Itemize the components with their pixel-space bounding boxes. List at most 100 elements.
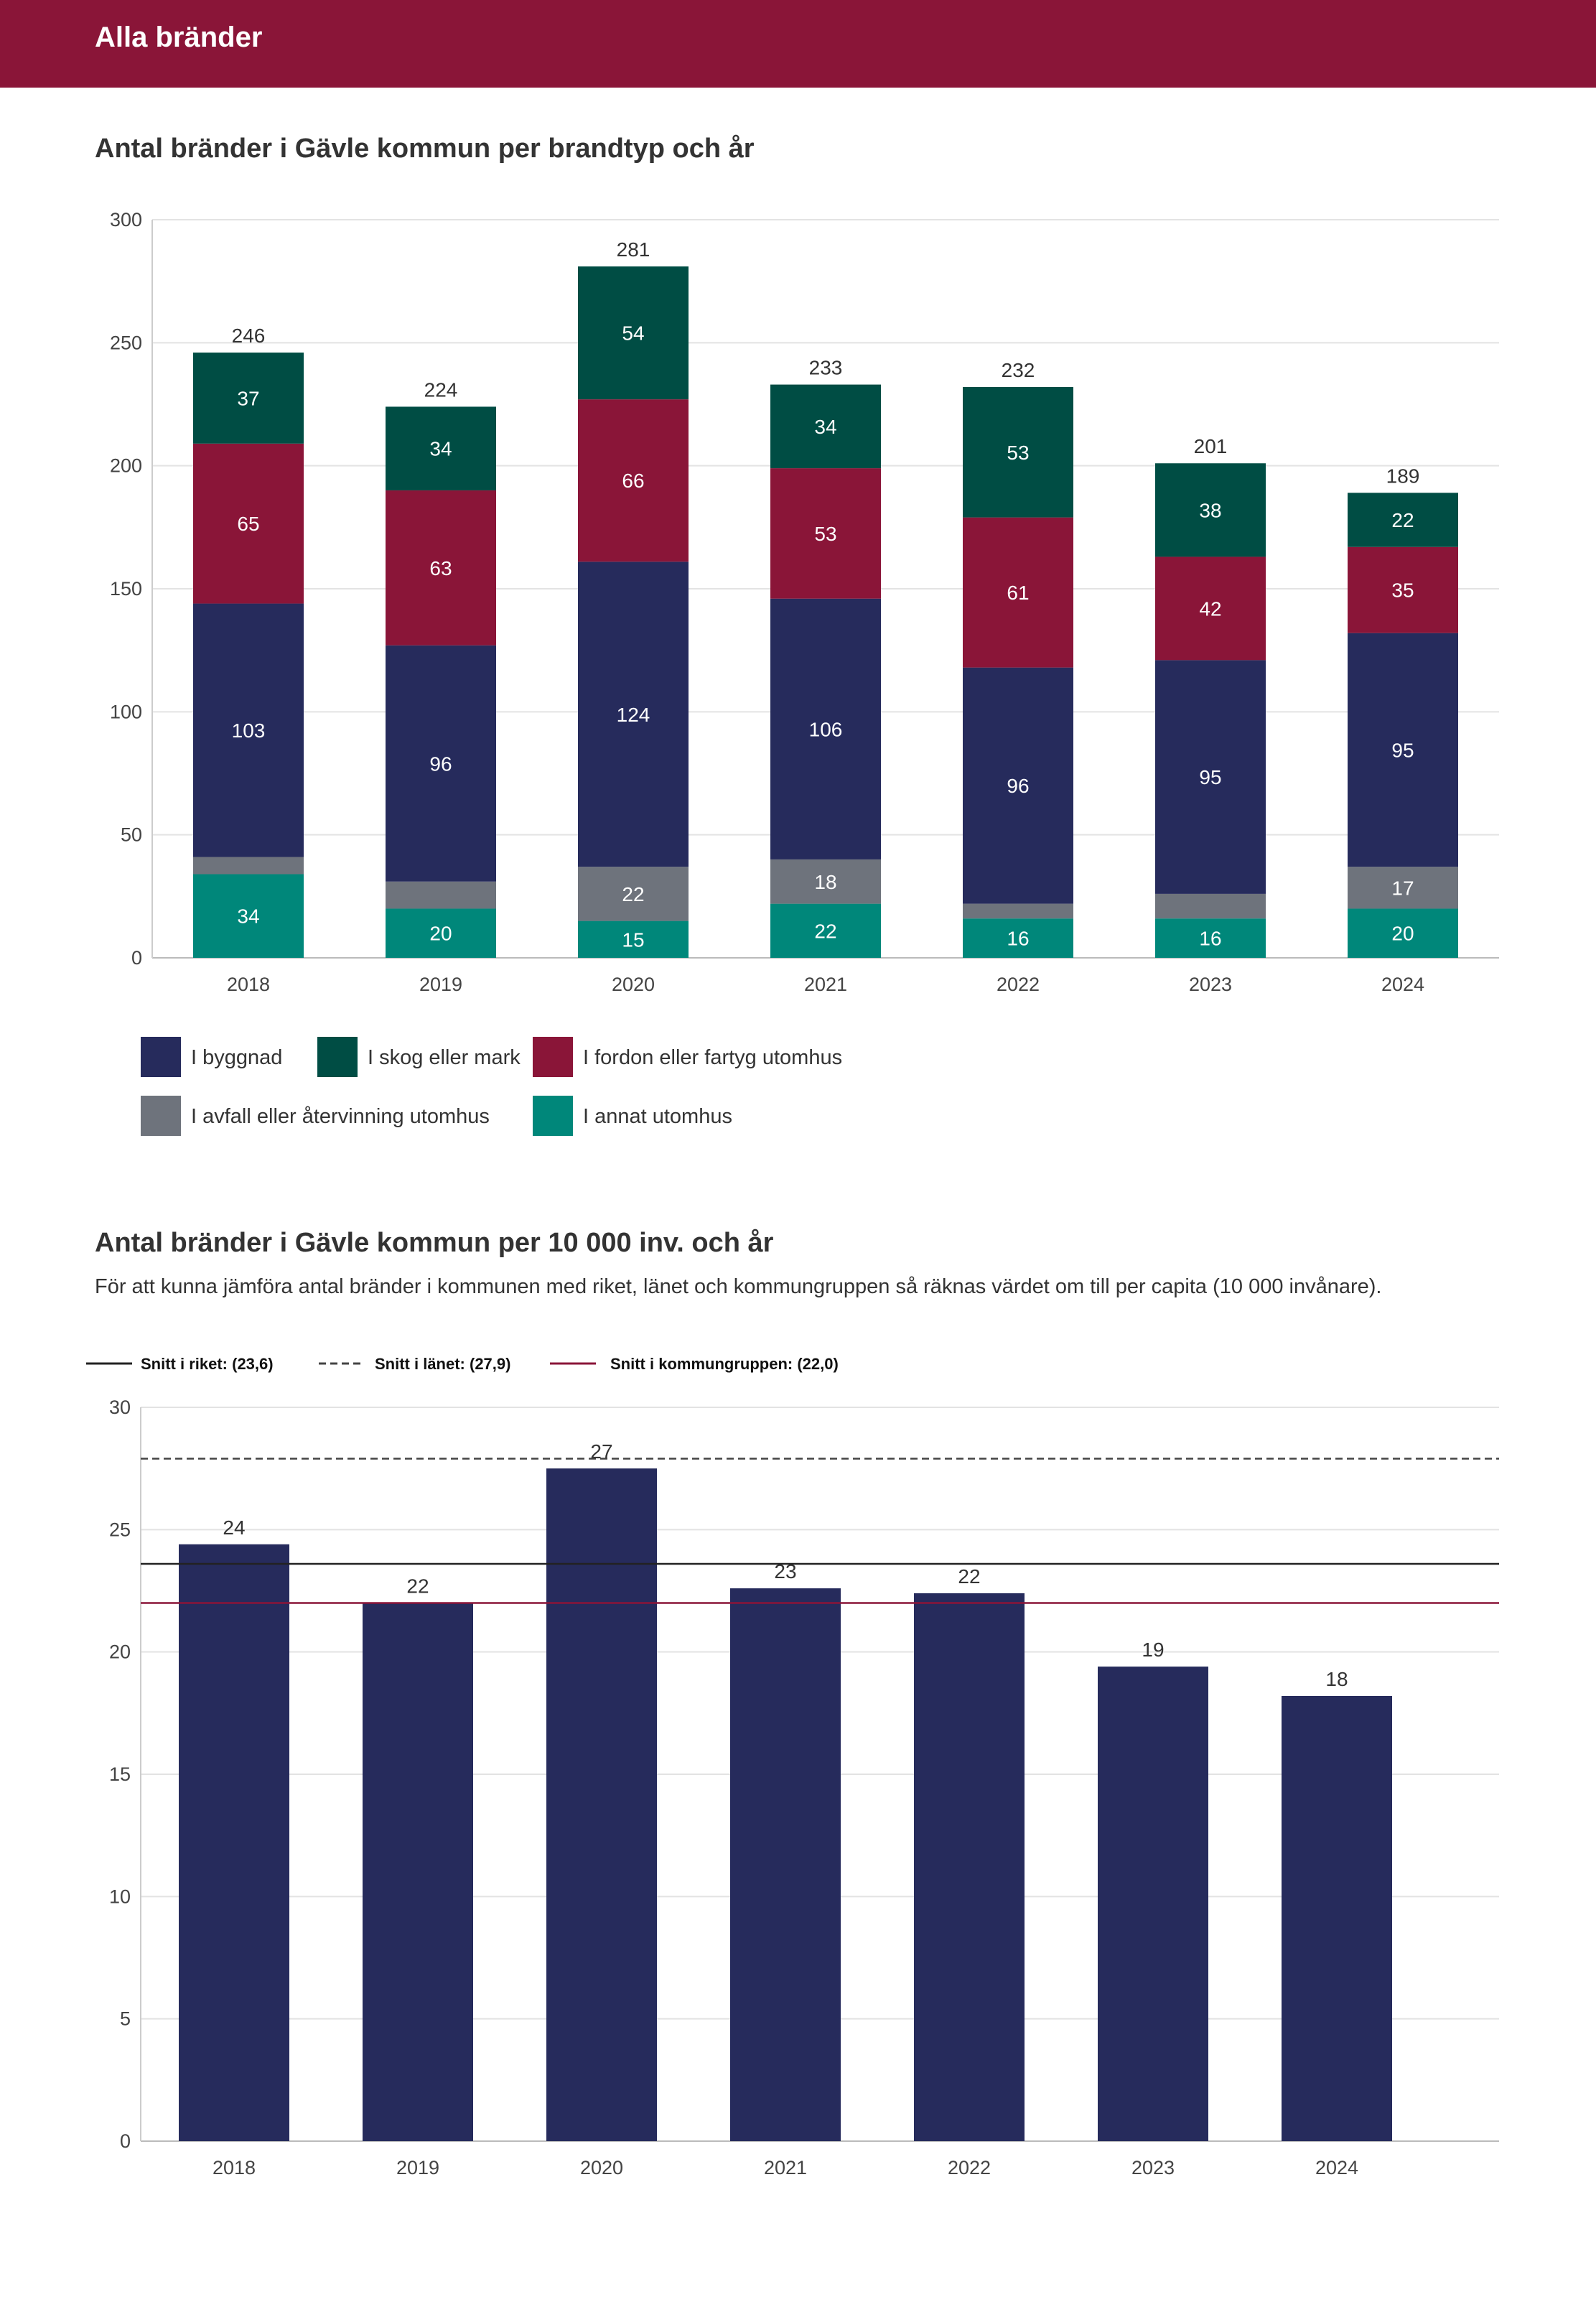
y-tick-label: 50 xyxy=(121,824,142,846)
header-bar xyxy=(0,0,1596,88)
bar-value-label: 22 xyxy=(406,1575,429,1598)
bar-segment xyxy=(1155,893,1266,919)
chart1-title: Antal bränder i Gävle kommun per brandty… xyxy=(95,134,755,164)
legend-swatch xyxy=(533,1096,573,1136)
x-tick-label: 2018 xyxy=(213,2157,256,2178)
segment-label: 95 xyxy=(1391,739,1414,761)
legend-label: I fordon eller fartyg utomhus xyxy=(583,1046,842,1069)
segment-label: 34 xyxy=(237,905,259,928)
bar-segment xyxy=(770,598,881,859)
legend-label: I byggnad xyxy=(191,1046,282,1069)
bar xyxy=(1282,1695,1392,2141)
total-label: 232 xyxy=(1002,359,1035,381)
x-tick-label: 2024 xyxy=(1315,2157,1358,2178)
segment-label: 54 xyxy=(622,322,644,345)
bar-segment xyxy=(193,603,304,857)
y-tick-label: 20 xyxy=(109,1641,131,1663)
bar-segment xyxy=(770,903,881,958)
bar-segment xyxy=(578,399,689,562)
segment-label: 103 xyxy=(232,719,266,742)
total-label: 281 xyxy=(617,238,650,261)
y-tick-label: 100 xyxy=(110,701,142,722)
segment-label: 53 xyxy=(1007,442,1029,464)
bar-segment xyxy=(770,384,881,469)
bar-segment xyxy=(1155,660,1266,894)
segment-label: 66 xyxy=(622,470,644,492)
segment-label: 106 xyxy=(809,718,843,740)
chart2-title: Antal bränder i Gävle kommun per 10 000 … xyxy=(95,1228,774,1258)
segment-label: 65 xyxy=(237,513,259,535)
bar xyxy=(730,1588,841,2141)
segment-label: 35 xyxy=(1391,579,1414,602)
chart2-bar-chart: Snitt i riket: (23,6) Snitt i länet: (27,… xyxy=(86,1355,1499,2178)
legend-swatch xyxy=(141,1037,181,1077)
bar-segment xyxy=(1348,493,1458,547)
bar-segment xyxy=(578,266,689,400)
total-label: 201 xyxy=(1194,435,1228,457)
segment-label: 22 xyxy=(1391,509,1414,531)
x-tick-label: 2022 xyxy=(948,2157,991,2178)
legend-label: I annat utomhus xyxy=(583,1105,732,1128)
legend-label: I avfall eller återvinning utomhus xyxy=(191,1105,490,1128)
segment-label: 63 xyxy=(429,557,452,579)
segment-label: 42 xyxy=(1199,597,1221,620)
bar-segment xyxy=(1348,908,1458,958)
bar-value-label: 22 xyxy=(958,1565,980,1588)
x-tick-label: 2018 xyxy=(227,974,270,995)
bar-segment xyxy=(193,443,304,604)
bar-segment xyxy=(386,881,496,909)
bar-segment xyxy=(770,468,881,599)
y-tick-label: 0 xyxy=(120,2130,131,2152)
x-tick-label: 2020 xyxy=(580,2157,623,2178)
bar-segment xyxy=(963,667,1073,904)
ref-legend-label: Snitt i riket: (23,6) xyxy=(141,1355,274,1373)
bar xyxy=(1098,1667,1208,2141)
bar-segment xyxy=(770,859,881,904)
y-tick-label: 10 xyxy=(109,1886,131,1907)
segment-label: 17 xyxy=(1391,877,1414,899)
segment-label: 15 xyxy=(622,928,644,951)
segment-label: 96 xyxy=(1007,775,1029,797)
bar-segment xyxy=(386,645,496,882)
bar-value-label: 24 xyxy=(223,1516,245,1539)
bar-segment xyxy=(963,918,1073,958)
segment-label: 61 xyxy=(1007,582,1029,604)
bar-segment xyxy=(963,903,1073,919)
bar-segment xyxy=(1155,556,1266,661)
segment-label: 124 xyxy=(617,704,650,726)
bar-segment xyxy=(1348,633,1458,867)
total-label: 233 xyxy=(809,357,843,379)
bar-segment xyxy=(386,406,496,490)
total-label: 224 xyxy=(424,378,458,401)
legend-label: I skog eller mark xyxy=(368,1046,521,1069)
chart1-stacked-bar-chart: 0501001502002503003410365372462018209663… xyxy=(110,209,1499,1136)
x-tick-label: 2020 xyxy=(612,974,655,995)
bar-segment xyxy=(578,867,689,921)
x-tick-label: 2019 xyxy=(419,974,462,995)
bar xyxy=(914,1593,1025,2141)
chart2-description: För att kunna jämföra antal bränder i ko… xyxy=(95,1275,1382,1298)
bar-segment xyxy=(1155,918,1266,958)
x-tick-label: 2024 xyxy=(1381,974,1424,995)
segment-label: 95 xyxy=(1199,766,1221,788)
total-label: 189 xyxy=(1386,465,1420,487)
bar-segment xyxy=(578,561,689,867)
segment-label: 16 xyxy=(1199,928,1221,950)
segment-label: 22 xyxy=(814,920,836,942)
y-tick-label: 30 xyxy=(109,1397,131,1418)
bar-segment xyxy=(963,387,1073,518)
bar-segment xyxy=(1155,463,1266,557)
segment-label: 22 xyxy=(622,883,644,905)
y-tick-label: 250 xyxy=(110,332,142,353)
bar-segment xyxy=(193,874,304,958)
legend-swatch xyxy=(317,1037,358,1077)
segment-label: 37 xyxy=(237,387,259,409)
x-tick-label: 2022 xyxy=(997,974,1040,995)
x-tick-label: 2021 xyxy=(804,974,847,995)
y-tick-label: 200 xyxy=(110,455,142,477)
segment-label: 16 xyxy=(1007,928,1029,950)
bar-segment xyxy=(386,908,496,958)
bar xyxy=(546,1468,657,2141)
segment-label: 20 xyxy=(1391,923,1414,945)
legend-swatch xyxy=(533,1037,573,1077)
